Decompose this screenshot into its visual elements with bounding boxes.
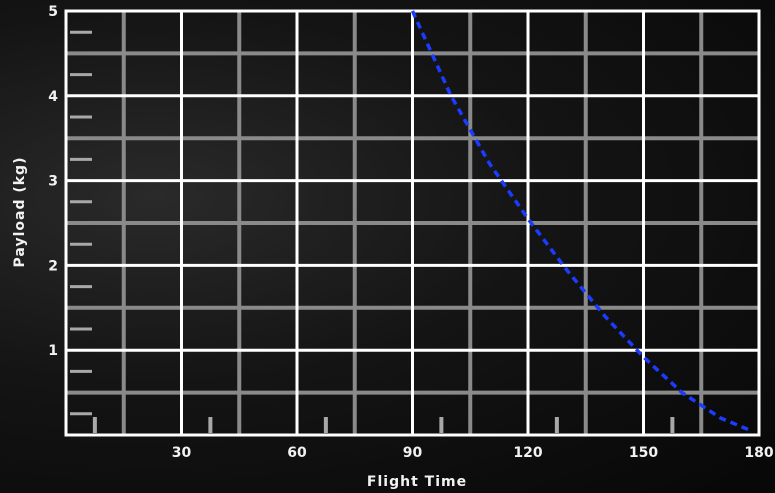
y-tick-label: 1: [48, 343, 58, 359]
y-tick-label: 2: [48, 258, 58, 274]
y-tick-label: 3: [48, 174, 58, 190]
y-tick-label: 4: [48, 89, 58, 105]
series-layer: [410, 10, 752, 433]
series-line-0: [410, 10, 752, 433]
x-tick-label: 30: [172, 445, 192, 461]
y-tick-label: 5: [48, 4, 58, 20]
x-tick-label: 60: [287, 445, 307, 461]
x-tick-label: 150: [629, 445, 658, 461]
x-tick-labels: 30 60 90 120 150 180: [172, 445, 774, 461]
y-axis-title: Payload (kg): [12, 157, 28, 268]
minor-tick-marks: [70, 30, 675, 433]
x-axis-title: Flight Time: [367, 474, 467, 490]
x-tick-label: 90: [403, 445, 423, 461]
x-tick-label: 120: [513, 445, 542, 461]
y-tick-labels: 1 2 3 4 5: [48, 4, 58, 359]
x-tick-label: 180: [744, 445, 773, 461]
